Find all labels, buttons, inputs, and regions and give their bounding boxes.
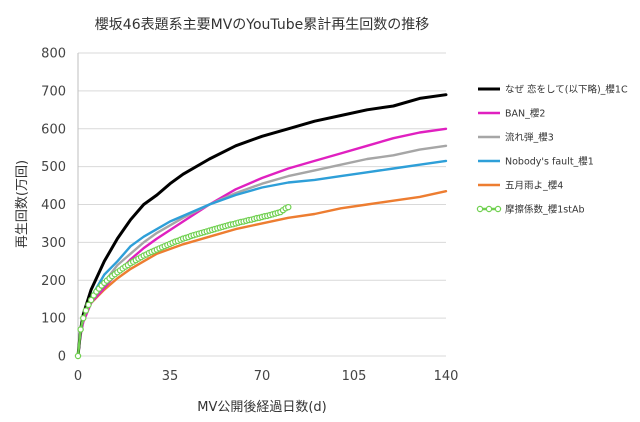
data-point xyxy=(80,314,87,322)
legend: なぜ 恋をして(以下略)_櫻1C BAN_櫻2 流れ弾_櫻3 Nobody's fau… xyxy=(476,84,628,216)
x-tick-label: 0 xyxy=(74,369,82,384)
chart-title: 櫻坂46表題系主要MVのYouTube累計再生回数の推移 xyxy=(95,16,429,33)
y-tick-label: 500 xyxy=(41,160,66,175)
x-tick-label: 35 xyxy=(162,369,179,384)
x-tick-label: 140 xyxy=(434,369,459,384)
legend-label: BAN_櫻2 xyxy=(505,108,545,120)
data-point xyxy=(77,326,84,333)
legend-label: 流れ弾_櫻3 xyxy=(505,132,554,144)
x-tick-labels: 0 35 70 105 140 xyxy=(74,369,459,384)
y-tick-label: 300 xyxy=(41,236,66,251)
y-tick-label: 100 xyxy=(41,312,66,327)
legend-label: 摩擦係数_櫻1stAb xyxy=(505,204,585,216)
legend-marker xyxy=(485,205,493,213)
data-point xyxy=(85,301,92,309)
y-tick-label: 700 xyxy=(41,84,66,99)
y-axis-label: 再生回数(万回) xyxy=(15,160,30,248)
x-axis-label: MV公開後経過日数(d) xyxy=(197,400,327,415)
legend-label: Nobody's fault_櫻1 xyxy=(505,156,594,168)
grid-lines xyxy=(77,52,446,357)
legend-label: 五月雨よ_櫻4 xyxy=(505,180,563,192)
y-tick-label: 600 xyxy=(41,122,66,137)
data-point xyxy=(74,352,82,360)
data-point xyxy=(82,307,90,314)
y-tick-label: 0 xyxy=(58,350,66,365)
series-lines xyxy=(74,93,448,360)
x-tick-label: 70 xyxy=(254,369,271,384)
data-point xyxy=(87,296,95,304)
legend-marker xyxy=(494,205,502,213)
data-point xyxy=(285,203,292,211)
y-tick-label: 200 xyxy=(41,274,66,289)
series-line xyxy=(76,93,448,358)
legend-marker xyxy=(476,205,484,213)
legend-label: なぜ 恋をして(以下略)_櫻1C xyxy=(505,84,628,96)
y-tick-label: 800 xyxy=(41,47,66,62)
y-tick-labels: 0 100 200 300 400 500 600 700 800 xyxy=(41,47,66,365)
y-tick-label: 400 xyxy=(41,198,66,213)
x-tick-label: 105 xyxy=(342,369,367,384)
